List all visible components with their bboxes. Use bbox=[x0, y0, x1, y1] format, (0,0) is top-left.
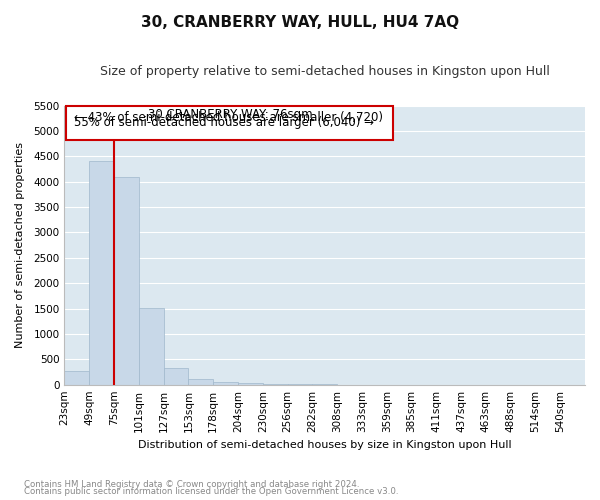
Bar bbox=[238, 383, 263, 384]
Bar bbox=[64, 371, 89, 384]
Bar bbox=[188, 378, 213, 384]
FancyBboxPatch shape bbox=[67, 106, 394, 140]
Bar bbox=[164, 368, 188, 384]
Y-axis label: Number of semi-detached properties: Number of semi-detached properties bbox=[15, 142, 25, 348]
Bar bbox=[114, 176, 139, 384]
Text: Contains HM Land Registry data © Crown copyright and database right 2024.: Contains HM Land Registry data © Crown c… bbox=[24, 480, 359, 489]
Text: 30 CRANBERRY WAY: 76sqm: 30 CRANBERRY WAY: 76sqm bbox=[148, 108, 312, 120]
Bar bbox=[213, 382, 238, 384]
Text: ← 43% of semi-detached houses are smaller (4,720): ← 43% of semi-detached houses are smalle… bbox=[74, 112, 383, 124]
Text: 30, CRANBERRY WAY, HULL, HU4 7AQ: 30, CRANBERRY WAY, HULL, HU4 7AQ bbox=[141, 15, 459, 30]
Title: Size of property relative to semi-detached houses in Kingston upon Hull: Size of property relative to semi-detach… bbox=[100, 65, 550, 78]
Bar bbox=[139, 308, 164, 384]
Text: Contains public sector information licensed under the Open Government Licence v3: Contains public sector information licen… bbox=[24, 487, 398, 496]
X-axis label: Distribution of semi-detached houses by size in Kingston upon Hull: Distribution of semi-detached houses by … bbox=[138, 440, 512, 450]
Text: 55% of semi-detached houses are larger (6,040) →: 55% of semi-detached houses are larger (… bbox=[74, 116, 374, 128]
Bar bbox=[89, 162, 114, 384]
